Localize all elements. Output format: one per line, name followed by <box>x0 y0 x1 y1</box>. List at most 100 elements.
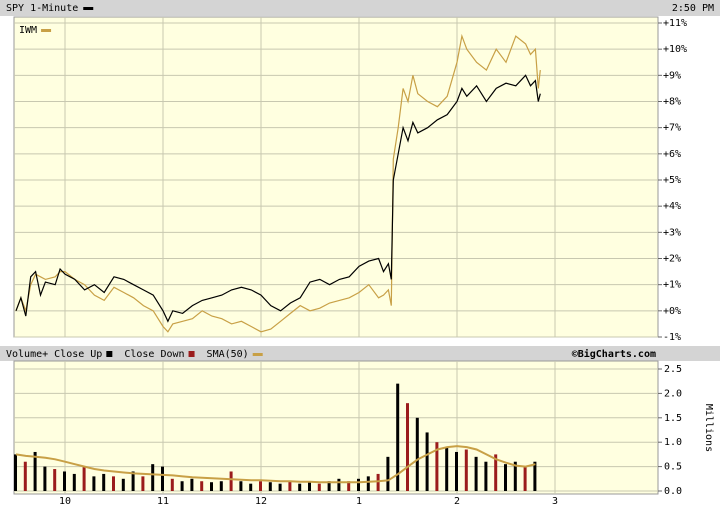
volume-bar <box>445 447 449 491</box>
y-tick-label: +6% <box>663 149 681 160</box>
legend-swatch <box>41 29 52 32</box>
x-tick-label: 2 <box>454 496 460 507</box>
legend-swatch <box>106 351 113 357</box>
legend-swatch <box>188 351 195 357</box>
volume-bar <box>259 481 262 491</box>
volume-bar <box>63 471 66 491</box>
x-tick-label: 12 <box>255 496 267 507</box>
volume-bar <box>366 476 370 491</box>
y-tick-label: +9% <box>663 70 681 81</box>
volume-bar <box>415 417 419 491</box>
volume-plot-area <box>13 360 659 495</box>
volume-bar <box>308 481 311 491</box>
volume-bar <box>82 466 86 491</box>
x-tick-label: 11 <box>157 496 169 507</box>
volume-bar <box>161 466 164 491</box>
y-tick-label: +0% <box>663 306 681 317</box>
y-tick-label: +7% <box>663 123 681 134</box>
volume-bar <box>200 481 204 491</box>
legend-label: IWM <box>19 25 37 36</box>
legend-label: SPY 1-Minute <box>6 3 78 14</box>
y-tick-label: 0.0 <box>664 486 682 497</box>
x-tick-label: 3 <box>552 496 558 507</box>
volume-bar <box>239 481 243 491</box>
x-tick-label: 10 <box>59 496 71 507</box>
volume-bar <box>112 476 115 491</box>
volume-bar <box>43 466 47 491</box>
y-tick-label: +1% <box>663 280 681 291</box>
volume-bar <box>14 454 17 491</box>
volume-bar <box>455 451 458 491</box>
sma-line <box>15 445 536 484</box>
volume-bar <box>190 478 194 491</box>
volume-bar <box>376 473 380 491</box>
price-line <box>15 74 541 323</box>
volume-bar <box>151 464 155 491</box>
volume-bar <box>131 471 135 491</box>
y-tick-label: +5% <box>663 175 681 186</box>
timestamp: 2:50 PM <box>672 3 714 14</box>
volume-bar <box>53 469 57 491</box>
x-tick-label: 1 <box>356 496 362 507</box>
y-tick-label: +10% <box>663 44 687 55</box>
legend-label: Close Down <box>124 349 184 360</box>
volume-bar <box>141 476 145 491</box>
y-tick-label: +2% <box>663 254 681 265</box>
legend-label: SMA(50) <box>207 349 249 360</box>
volume-bar <box>464 449 468 491</box>
volume-header-bar <box>0 346 720 361</box>
volume-bar <box>474 456 478 491</box>
legend-title: Volume+ <box>6 349 48 360</box>
volume-bar <box>170 478 174 491</box>
volume-bar <box>523 466 527 491</box>
volume-bar <box>219 481 223 491</box>
price-line <box>15 33 541 333</box>
legend-swatch <box>83 7 94 10</box>
volume-bar <box>513 461 517 491</box>
volume-bar <box>337 478 341 491</box>
volume-bar <box>504 464 507 491</box>
volume-bar <box>494 454 498 491</box>
y-tick-label: +11% <box>663 18 687 29</box>
volume-bar <box>357 478 360 491</box>
volume-bar <box>484 461 488 491</box>
volume-bar <box>298 483 302 491</box>
volume-bar <box>396 383 400 491</box>
volume-bar <box>278 483 282 491</box>
legend-label: Close Up <box>54 349 102 360</box>
volume-bar <box>406 403 409 491</box>
source: ©BigCharts.com <box>572 348 656 360</box>
y-tick-label: +3% <box>663 227 681 238</box>
volume-bar <box>327 481 331 491</box>
volume-bar <box>210 482 213 491</box>
y-axis-label: Millions <box>703 404 714 452</box>
volume-bar <box>229 471 233 491</box>
volume-bar <box>386 456 390 491</box>
volume-bar <box>288 481 292 491</box>
header-bar <box>0 0 720 16</box>
volume-bar <box>435 442 439 491</box>
volume-bar <box>347 481 351 491</box>
volume-bar <box>425 432 429 491</box>
volume-bar <box>533 461 537 491</box>
volume-bar <box>249 483 253 491</box>
y-tick-label: 1.0 <box>664 437 682 448</box>
y-tick-label: 2.0 <box>664 388 682 399</box>
y-tick-label: 0.5 <box>664 462 682 473</box>
volume-bar <box>102 473 106 491</box>
volume-bar <box>33 451 37 491</box>
price-plot-area <box>13 16 659 338</box>
y-tick-label: 1.5 <box>664 413 682 424</box>
volume-bar <box>317 483 321 491</box>
volume-bar <box>180 481 184 491</box>
volume-bar <box>121 478 125 491</box>
y-tick-label: -1% <box>663 332 681 343</box>
y-tick-label: 2.5 <box>664 364 682 375</box>
y-tick-label: +8% <box>663 97 681 108</box>
volume-bar <box>72 473 76 491</box>
legend-swatch <box>252 353 263 356</box>
volume-bar <box>268 482 272 491</box>
volume-bar <box>92 476 96 491</box>
